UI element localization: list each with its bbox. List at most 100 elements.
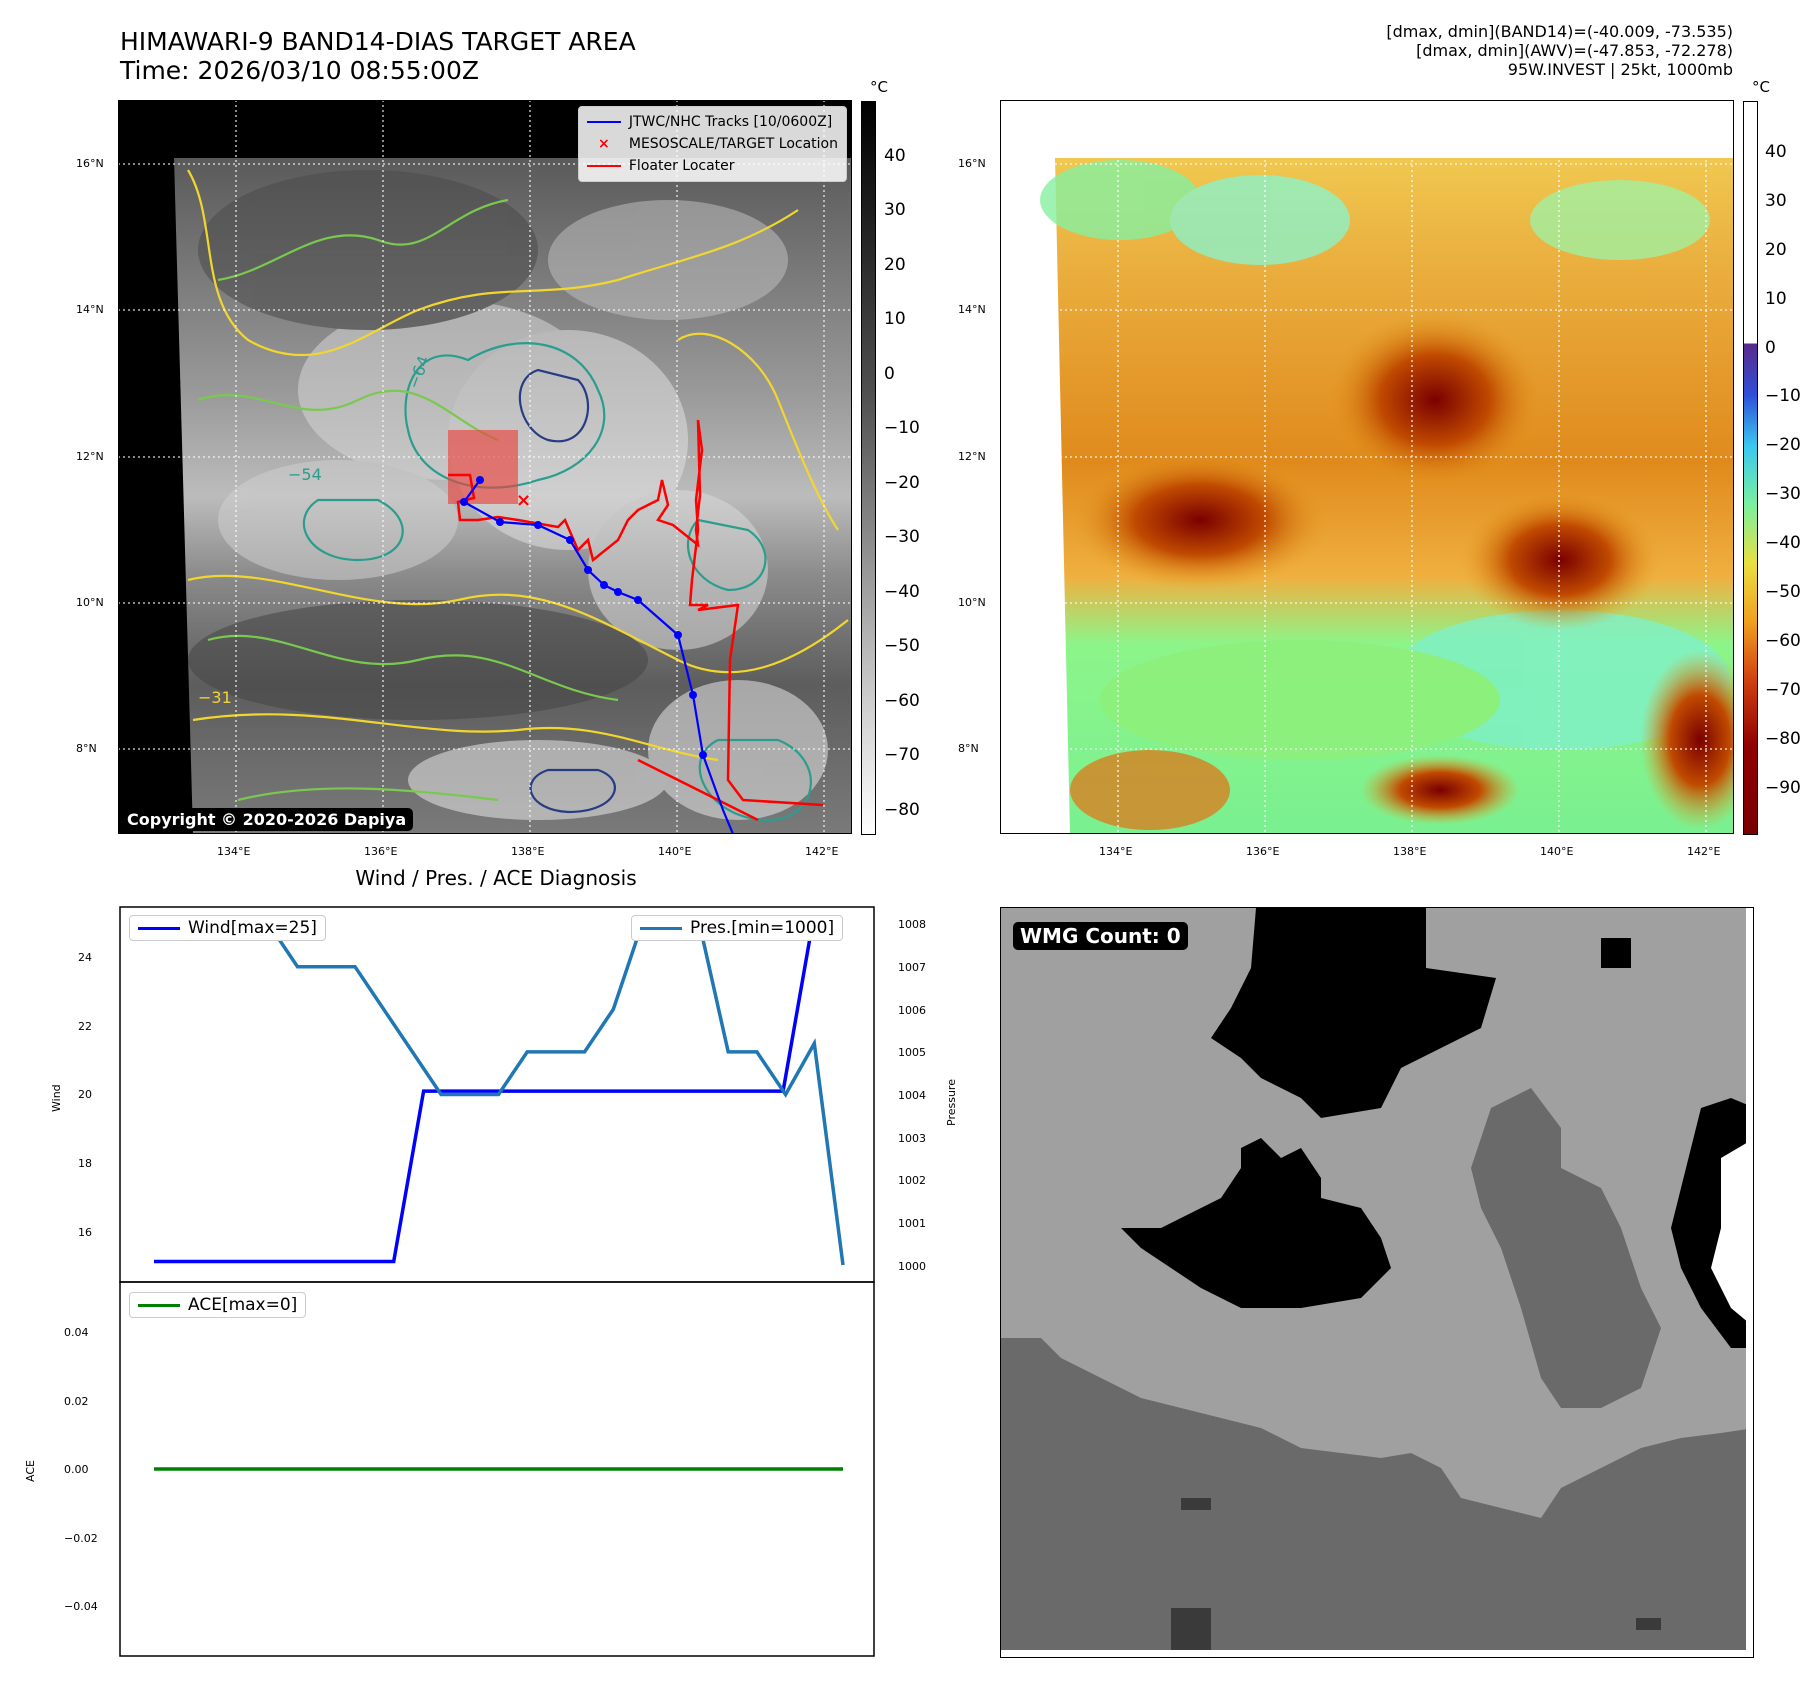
cb-tick: −90 xyxy=(1765,778,1801,798)
contour-label: −31 xyxy=(198,688,232,707)
title-line-2: Time: 2026/03/10 08:55:00Z xyxy=(120,56,479,85)
left-map-legend: JTWC/NHC Tracks [10/0600Z] × MESOSCALE/TA… xyxy=(577,106,847,182)
wind-tick: 20 xyxy=(78,1088,92,1101)
lat-label: 14°N xyxy=(958,303,986,316)
lon-label: 140°E xyxy=(658,845,692,858)
cb-tick: −70 xyxy=(884,745,920,765)
cb-tick: −20 xyxy=(884,473,920,493)
pres-series-line xyxy=(154,922,845,1266)
wmg-panel: WMG Count: 0 xyxy=(1000,907,1754,1658)
right-map-frame xyxy=(1000,100,1734,834)
lat-label: 10°N xyxy=(958,596,986,609)
floater-locater-line xyxy=(448,419,824,807)
lat-label: 14°N xyxy=(76,303,104,316)
pres-legend: Pres.[min=1000] xyxy=(631,915,844,941)
lon-label: 136°E xyxy=(1246,845,1280,858)
pres-tick: 1002 xyxy=(898,1174,926,1187)
lon-label: 140°E xyxy=(1540,845,1574,858)
left-map-frame xyxy=(118,100,852,834)
cb-tick: −20 xyxy=(1765,435,1801,455)
info-line-3: 95W.INVEST | 25kt, 1000mb xyxy=(1507,60,1733,79)
cb-tick: 10 xyxy=(884,309,906,329)
wmg-image xyxy=(1001,908,1753,1657)
floater-segment xyxy=(637,758,759,822)
cb-tick: −60 xyxy=(1765,631,1801,651)
pres-tick: 1001 xyxy=(898,1217,926,1230)
cb-tick: 40 xyxy=(884,146,906,166)
right-wv-image xyxy=(1000,100,1760,834)
legend-item-floater: Floater Locater xyxy=(586,155,838,177)
wind-tick: 22 xyxy=(78,1020,92,1033)
right-map-panel xyxy=(1000,100,1760,834)
ace-tick: 0.00 xyxy=(64,1463,89,1476)
lat-label: 12°N xyxy=(958,450,986,463)
cb-tick: 30 xyxy=(884,200,906,220)
cb-tick: −60 xyxy=(884,691,920,711)
pres-tick: 1006 xyxy=(898,1004,926,1017)
wind-series-line xyxy=(154,918,843,1264)
pres-ylabel: Pressure xyxy=(945,1079,958,1126)
left-colorbar-unit: °C xyxy=(870,78,888,96)
cb-tick: −50 xyxy=(1765,582,1801,602)
lat-label: 16°N xyxy=(958,157,986,170)
ace-tick: 0.02 xyxy=(64,1395,89,1408)
cb-tick: −10 xyxy=(1765,386,1801,406)
cb-tick: −30 xyxy=(884,527,920,547)
pres-tick: 1005 xyxy=(898,1046,926,1059)
ace-ylabel: ACE xyxy=(24,1460,37,1482)
target-marker: × xyxy=(516,490,531,511)
wind-tick: 24 xyxy=(78,951,92,964)
lat-label: 8°N xyxy=(958,742,979,755)
pres-tick: 1008 xyxy=(898,918,926,931)
pres-tick: 1003 xyxy=(898,1132,926,1145)
cb-tick: 40 xyxy=(1765,142,1787,162)
lon-label: 136°E xyxy=(364,845,398,858)
diagnosis-chart xyxy=(119,906,875,1657)
title-line-1: HIMAWARI-9 BAND14-DIAS TARGET AREA xyxy=(120,27,636,56)
ace-legend: ACE[max=0] xyxy=(129,1292,307,1318)
left-satellite-image: × −31 −54 −64 xyxy=(118,100,852,835)
cb-tick: −70 xyxy=(1765,680,1801,700)
lat-label: 8°N xyxy=(76,742,97,755)
ace-tick: −0.02 xyxy=(64,1532,98,1545)
pres-tick: 1007 xyxy=(898,961,926,974)
lat-label: 16°N xyxy=(76,157,104,170)
info-line-1: [dmax, dmin](BAND14)=(-40.009, -73.535) xyxy=(1386,22,1733,41)
contour-label: −54 xyxy=(288,465,322,484)
right-colorbar xyxy=(1743,101,1758,835)
legend-item-track: JTWC/NHC Tracks [10/0600Z] xyxy=(586,111,838,133)
cb-tick: −50 xyxy=(884,636,920,656)
ace-tick: 0.04 xyxy=(64,1326,89,1339)
cb-tick: −80 xyxy=(884,800,920,820)
wind-ylabel: Wind xyxy=(50,1084,63,1112)
wind-tick: 18 xyxy=(78,1157,92,1170)
copyright-badge: Copyright © 2020-2026 Dapiya xyxy=(120,808,414,831)
lat-label: 10°N xyxy=(76,596,104,609)
cb-tick: −30 xyxy=(1765,484,1801,504)
lat-label: 12°N xyxy=(76,450,104,463)
diagnosis-title: Wind / Pres. / ACE Diagnosis xyxy=(355,866,637,890)
page-title: HIMAWARI-9 BAND14-DIAS TARGET AREA Time:… xyxy=(120,27,636,85)
cb-tick: 20 xyxy=(884,255,906,275)
cb-tick: 0 xyxy=(1765,338,1776,358)
lon-label: 142°E xyxy=(805,845,839,858)
lon-label: 134°E xyxy=(217,845,251,858)
left-colorbar xyxy=(861,101,876,835)
info-line-2: [dmax, dmin](AWV)=(-47.853, -72.278) xyxy=(1416,41,1733,60)
lon-label: 138°E xyxy=(1393,845,1427,858)
right-colorbar-unit: °C xyxy=(1752,78,1770,96)
info-block: [dmax, dmin](BAND14)=(-40.009, -73.535) … xyxy=(1386,22,1733,79)
pres-tick: 1004 xyxy=(898,1089,926,1102)
cb-tick: −10 xyxy=(884,418,920,438)
ace-tick: −0.04 xyxy=(64,1600,98,1613)
cb-tick: −40 xyxy=(884,582,920,602)
jtwc-track-line xyxy=(462,479,735,835)
lon-label: 134°E xyxy=(1099,845,1133,858)
lon-label: 138°E xyxy=(511,845,545,858)
cb-tick: 10 xyxy=(1765,289,1787,309)
lon-label: 142°E xyxy=(1687,845,1721,858)
legend-item-target: × MESOSCALE/TARGET Location xyxy=(598,136,838,152)
wind-tick: 16 xyxy=(78,1226,92,1239)
cb-tick: 0 xyxy=(884,364,895,384)
wind-legend: Wind[max=25] xyxy=(129,915,326,941)
